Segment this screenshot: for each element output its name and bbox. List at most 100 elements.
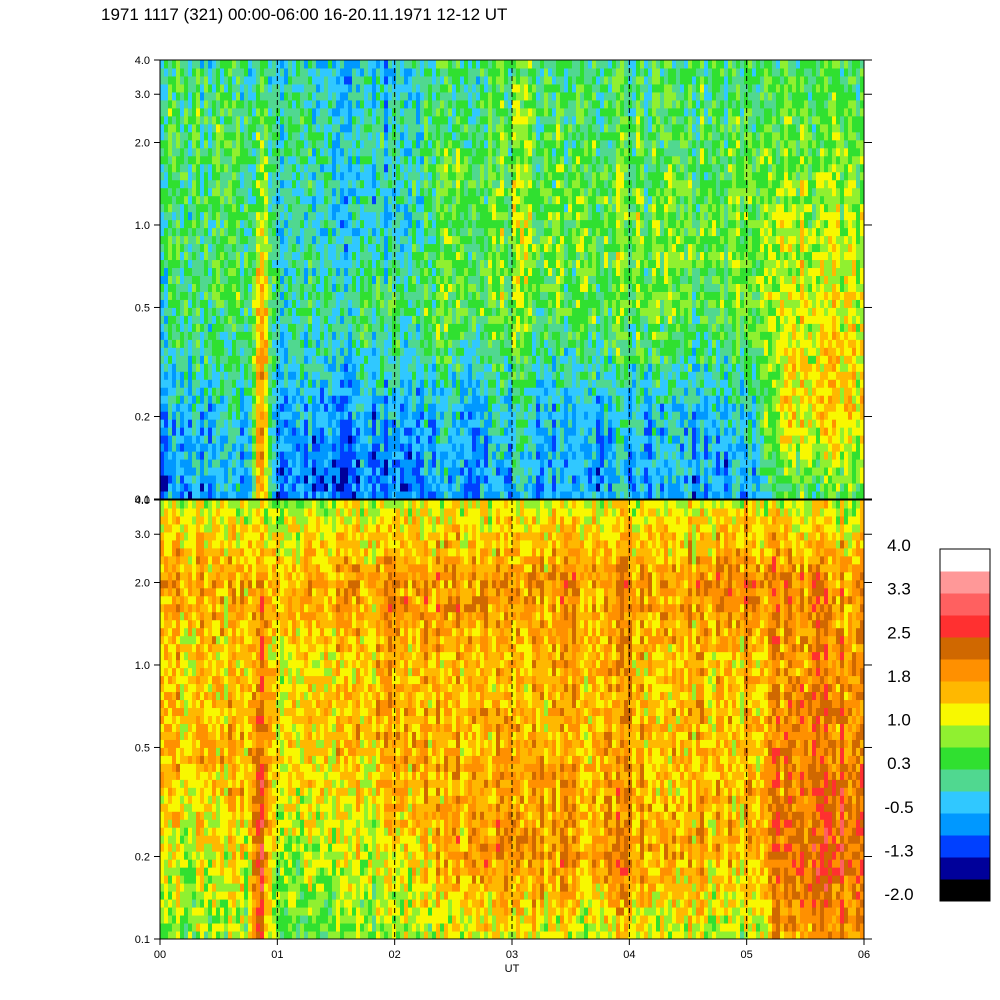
heatmap-cell xyxy=(396,91,401,101)
heatmap-cell xyxy=(264,283,269,292)
heatmap-cell xyxy=(372,91,377,101)
heatmap-cell xyxy=(396,139,401,149)
heatmap-cell xyxy=(480,219,485,229)
heatmap-cell xyxy=(312,99,317,109)
heatmap-cell xyxy=(448,435,453,444)
heatmap-cell xyxy=(172,251,177,261)
heatmap-cell xyxy=(216,403,221,412)
heatmap-cell xyxy=(256,339,261,348)
heatmap-cell xyxy=(188,291,193,300)
heatmap-cell xyxy=(320,187,325,197)
heatmap-cell xyxy=(308,259,313,269)
heatmap-cell xyxy=(396,459,401,468)
heatmap-cell xyxy=(224,347,229,356)
heatmap-cell xyxy=(440,411,445,420)
heatmap-cell xyxy=(484,275,489,284)
heatmap-cell xyxy=(384,235,389,245)
heatmap-cell xyxy=(416,251,421,261)
heatmap-cell xyxy=(200,195,205,205)
heatmap-cell xyxy=(232,187,237,197)
heatmap-cell xyxy=(228,379,233,388)
heatmap-cell xyxy=(248,187,253,197)
heatmap-cell xyxy=(464,363,469,372)
heatmap-cell xyxy=(432,75,437,85)
heatmap-cell xyxy=(272,331,277,340)
heatmap-cell xyxy=(192,459,197,468)
heatmap-cell xyxy=(292,139,297,149)
heatmap-cell xyxy=(180,483,185,492)
heatmap-cell xyxy=(404,259,409,269)
heatmap-cell xyxy=(432,371,437,380)
heatmap-cell xyxy=(460,60,465,69)
heatmap-cell xyxy=(512,99,517,109)
heatmap-cell xyxy=(288,107,293,117)
heatmap-cell xyxy=(348,419,353,428)
heatmap-cell xyxy=(316,419,321,428)
heatmap-cell xyxy=(160,275,165,284)
heatmap-cell xyxy=(380,483,385,492)
heatmap-cell xyxy=(384,307,389,316)
heatmap-cell xyxy=(480,123,485,133)
heatmap-cell xyxy=(320,83,325,93)
heatmap-cell xyxy=(208,307,213,316)
heatmap-cell xyxy=(432,99,437,109)
heatmap-cell xyxy=(416,331,421,340)
heatmap-cell xyxy=(520,147,525,157)
heatmap-cell xyxy=(476,147,481,157)
heatmap-cell xyxy=(380,227,385,237)
heatmap-cell xyxy=(420,347,425,356)
heatmap-cell xyxy=(220,459,225,468)
heatmap-cell xyxy=(208,139,213,149)
heatmap-cell xyxy=(400,163,405,173)
heatmap-cell xyxy=(236,107,241,117)
heatmap-cell xyxy=(336,107,341,117)
heatmap-cell xyxy=(352,91,357,101)
heatmap-cell xyxy=(180,459,185,468)
heatmap-cell xyxy=(240,163,245,173)
heatmap-cell xyxy=(172,339,177,348)
heatmap-cell xyxy=(220,307,225,316)
heatmap-cell xyxy=(448,60,453,69)
heatmap-cell xyxy=(408,171,413,181)
heatmap-cell xyxy=(408,163,413,173)
heatmap-cell xyxy=(384,491,389,500)
heatmap-cell xyxy=(164,187,169,197)
heatmap-cell xyxy=(272,275,277,284)
heatmap-cell xyxy=(404,219,409,229)
heatmap-cell xyxy=(308,203,313,213)
heatmap-cell xyxy=(384,347,389,356)
heatmap-cell xyxy=(508,451,513,460)
heatmap-cell xyxy=(404,243,409,253)
heatmap-cell xyxy=(468,459,473,468)
heatmap-cell xyxy=(452,475,457,484)
heatmap-cell xyxy=(232,459,237,468)
heatmap-cell xyxy=(228,155,233,165)
heatmap-cell xyxy=(380,467,385,476)
heatmap-cell xyxy=(164,179,169,189)
heatmap-cell xyxy=(424,91,429,101)
heatmap-cell xyxy=(260,323,265,332)
heatmap-cell xyxy=(416,147,421,157)
heatmap-cell xyxy=(252,123,257,133)
heatmap-cell xyxy=(500,115,505,125)
heatmap-cell xyxy=(312,107,317,117)
heatmap-cell xyxy=(352,227,357,237)
heatmap-cell xyxy=(460,491,465,500)
heatmap-cell xyxy=(340,267,345,277)
heatmap-cell xyxy=(212,195,217,205)
heatmap-cell xyxy=(448,451,453,460)
heatmap-cell xyxy=(436,60,441,69)
heatmap-cell xyxy=(216,443,221,452)
heatmap-cell xyxy=(336,235,341,245)
heatmap-cell xyxy=(268,331,273,340)
heatmap-cell xyxy=(204,131,209,141)
heatmap-cell xyxy=(436,99,441,109)
heatmap-cell xyxy=(276,451,281,460)
heatmap-cell xyxy=(400,195,405,205)
heatmap-cell xyxy=(280,419,285,428)
heatmap-cell xyxy=(192,179,197,189)
heatmap-cell xyxy=(380,307,385,316)
heatmap-cell xyxy=(412,427,417,436)
heatmap-cell xyxy=(200,60,205,69)
heatmap-cell xyxy=(488,427,493,436)
